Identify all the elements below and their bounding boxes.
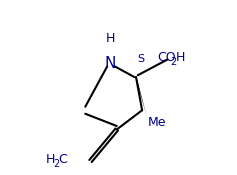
Polygon shape [135, 77, 146, 116]
Text: H: H [46, 153, 55, 166]
Text: 2: 2 [53, 159, 59, 169]
Text: S: S [138, 54, 145, 65]
Text: H: H [175, 51, 185, 64]
Text: C: C [58, 153, 67, 166]
Text: H: H [106, 32, 115, 45]
Text: Me: Me [147, 116, 166, 129]
Text: 2: 2 [170, 57, 176, 67]
Text: N: N [105, 55, 116, 71]
Text: CO: CO [157, 51, 176, 64]
